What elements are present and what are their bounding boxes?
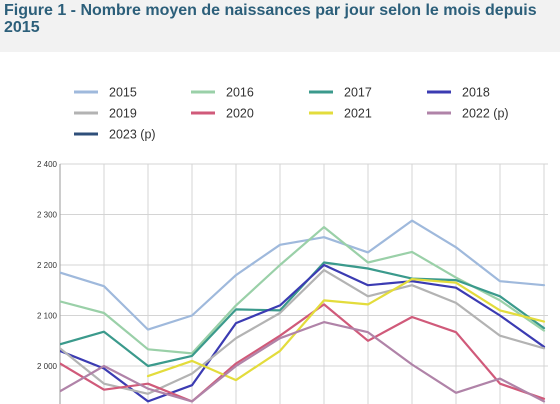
series-line-2016 <box>60 226 546 355</box>
series-line-2022-p <box>60 321 546 403</box>
chart-grid <box>59 163 548 404</box>
figure-title: Figure 1 - Nombre moyen de naissances pa… <box>4 2 537 36</box>
legend-label-2019: 2019 <box>109 107 137 121</box>
y-tick-label: 2 000 <box>37 362 58 371</box>
series-line-2018 <box>60 263 546 403</box>
legend-label-2017: 2017 <box>344 86 372 100</box>
series-line-2015 <box>60 219 546 331</box>
legend-label-2018: 2018 <box>462 86 490 100</box>
legend-label-2022-p: 2022 (p) <box>462 107 509 121</box>
chart-axes: 2 000 2 100 2 200 2 300 2 400 <box>37 160 61 404</box>
y-tick-label: 2 200 <box>37 261 58 270</box>
legend-label-2020: 2020 <box>226 107 254 121</box>
legend-label-2016: 2016 <box>226 86 254 100</box>
series-line-2019 <box>60 269 546 395</box>
title-bar: Figure 1 - Nombre moyen de naissances pa… <box>0 0 560 52</box>
y-tick-label: 2 300 <box>37 211 58 220</box>
series-line-2021 <box>146 278 546 382</box>
chart-legend: 2015 2016 2017 2018 2019 2020 2021 2022 (p) 2023… <box>74 86 509 142</box>
legend-label-2015: 2015 <box>109 86 137 100</box>
legend-label-2023-p: 2023 (p) <box>109 128 156 142</box>
y-tick-label: 2 400 <box>37 160 58 169</box>
chart-series <box>60 219 546 403</box>
y-tick-label: 2 100 <box>37 312 58 321</box>
legend-label-2021: 2021 <box>344 107 372 121</box>
